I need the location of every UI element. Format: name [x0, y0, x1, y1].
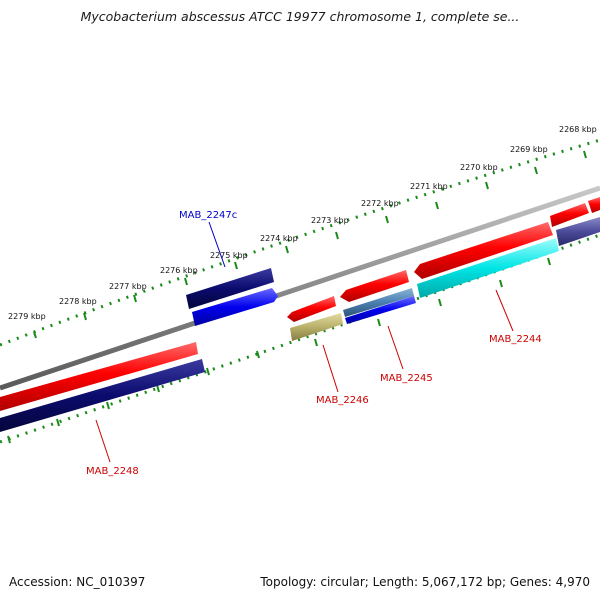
gene-mab-2246-forward[interactable] — [287, 296, 336, 322]
tick-label: 2272 kbp — [361, 199, 399, 208]
gene-labels: MAB_2247c MAB_2244 MAB_2245 MAB_2246 MAB… — [86, 210, 542, 477]
inner-track-genes — [0, 217, 600, 432]
tick-label: 2277 kbp — [109, 282, 147, 291]
accession-text: Accession: NC_010397 — [9, 575, 146, 589]
tick-label: 2279 kbp — [8, 312, 46, 321]
gene-mab-2247c-blue[interactable] — [192, 288, 278, 326]
gene-forward-2[interactable] — [588, 197, 600, 213]
gene-mab-2247c-navy[interactable] — [186, 268, 274, 309]
tick-label: 2271 kbp — [410, 182, 448, 191]
gene-mab-2244-slate[interactable] — [556, 217, 600, 246]
label-leaders — [95, 221, 514, 463]
tick-label: 2270 kbp — [460, 163, 498, 172]
gene-label[interactable]: MAB_2246 — [316, 395, 369, 406]
tick-label: 2276 kbp — [160, 266, 198, 275]
tick-labels: 2268 kbp 2269 kbp 2270 kbp 2271 kbp 2272… — [8, 125, 597, 321]
outer-major-ticks — [33, 150, 587, 339]
forward-strand-genes — [0, 197, 600, 411]
genome-summary-text: Topology: circular; Length: 5,067,172 bp… — [260, 575, 590, 589]
gene-mab-2244-cyan[interactable] — [417, 238, 559, 298]
gene-mab-2248-reverse[interactable] — [0, 359, 205, 432]
outer-track-genes — [186, 268, 278, 326]
map-title: Mycobacterium abscessus ATCC 19977 chrom… — [80, 9, 520, 24]
tick-label: 2273 kbp — [311, 216, 349, 225]
tick-label: 2274 kbp — [260, 234, 298, 243]
gene-mab-2245-blue[interactable] — [345, 296, 416, 324]
tick-label: 2268 kbp — [559, 125, 597, 134]
tick-label: 2275 kbp — [210, 251, 248, 260]
tick-label: 2278 kbp — [59, 297, 97, 306]
chromosome-backbone — [0, 185, 600, 391]
tick-label: 2269 kbp — [510, 145, 548, 154]
gene-forward-1[interactable] — [550, 203, 589, 227]
gene-mab-2245-forward[interactable] — [340, 270, 409, 302]
gene-label[interactable]: MAB_2248 — [86, 466, 139, 477]
gene-mab-2245-steel[interactable] — [343, 288, 414, 317]
gene-mab-2248-forward[interactable] — [0, 342, 198, 411]
gene-label[interactable]: MAB_2244 — [489, 334, 542, 345]
gene-mab-2244-forward[interactable] — [414, 222, 553, 279]
inner-major-ticks — [7, 257, 551, 444]
gene-label[interactable]: MAB_2247c — [179, 210, 237, 221]
gene-mab-2246-khaki[interactable] — [290, 313, 343, 341]
gene-label[interactable]: MAB_2245 — [380, 373, 433, 384]
